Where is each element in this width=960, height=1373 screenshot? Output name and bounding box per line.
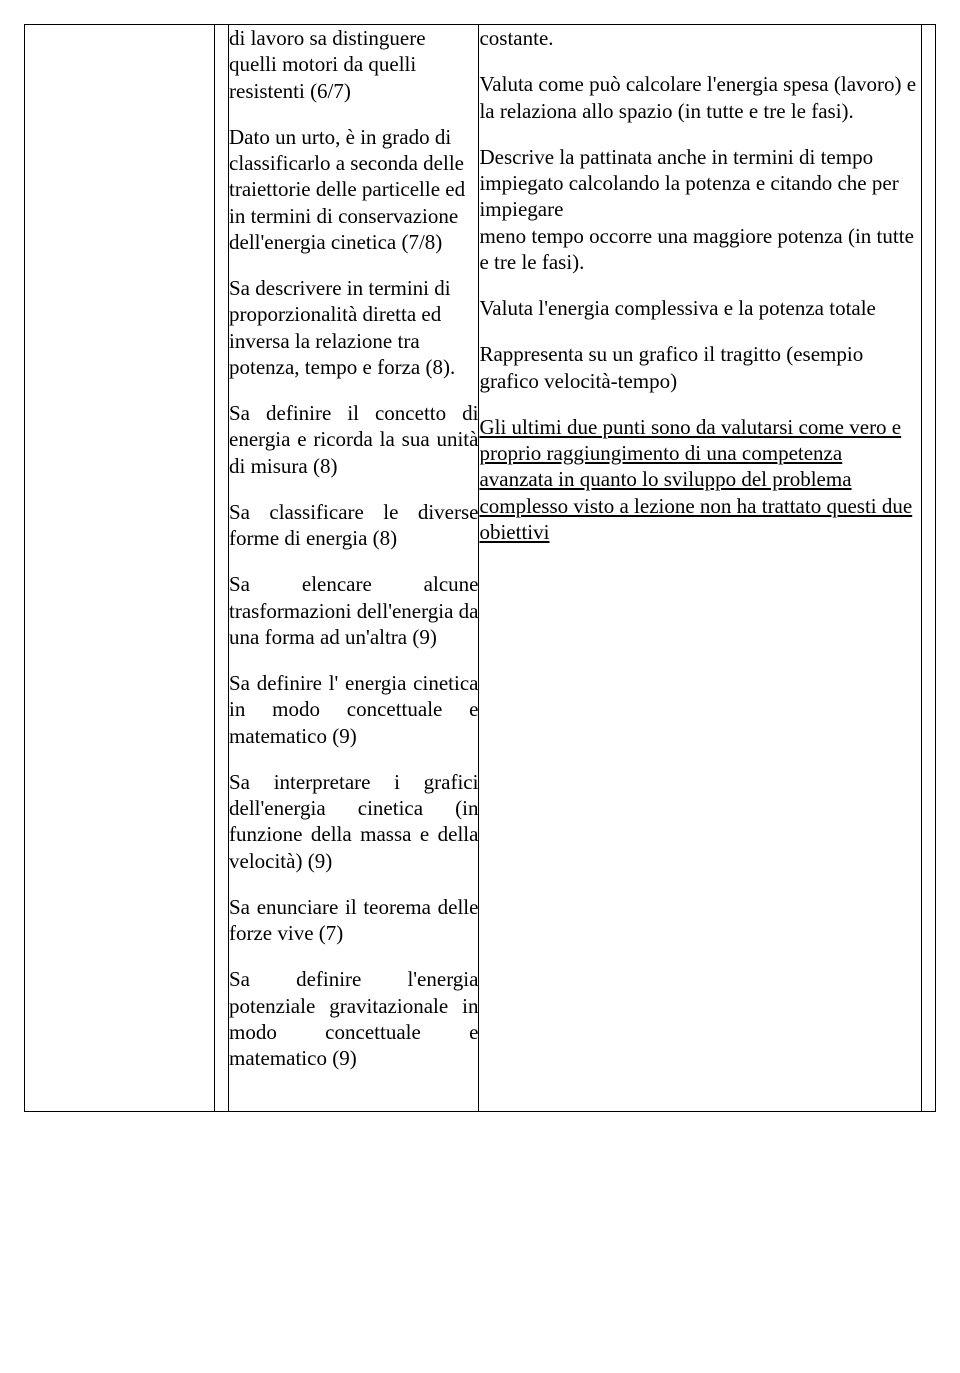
table-col-1 [25,25,215,1112]
outcome-text: Sa definire il concetto di energia e ric… [229,400,478,479]
table-col-learning-outcomes: di lavoro sa distinguere quelli motori d… [229,25,479,1112]
description-text: costante. [479,25,920,51]
outcome-text: Sa classificare le diverse forme di ener… [229,499,478,552]
description-text: Valuta l'energia complessiva e la potenz… [479,295,920,321]
description-text: Descrive la pattinata anche in termini d… [479,144,920,275]
outcome-text: Sa enunciare il teorema delle forze vive… [229,894,478,947]
description-line: meno tempo occorre una maggiore potenza … [479,224,913,274]
table-col-spacer-left [214,25,228,1112]
description-text: Valuta come può calcolare l'energia spes… [479,71,920,124]
description-text: Rappresenta su un grafico il tragitto (e… [479,341,920,394]
outcome-text: di lavoro sa distinguere quelli motori d… [229,25,478,104]
outcome-text: Sa definire l' energia cinetica in modo … [229,670,478,749]
outcome-text: Sa interpretare i grafici dell'energia c… [229,769,478,874]
outcome-text: Sa definire l'energia potenziale gravita… [229,966,478,1071]
table-col-spacer-right [921,25,935,1112]
content-table: di lavoro sa distinguere quelli motori d… [24,24,936,1112]
outcome-text: Dato un urto, è in grado di classificarl… [229,124,478,255]
outcome-text: Sa elencare alcune trasformazioni dell'e… [229,571,478,650]
description-text-underlined: Gli ultimi due punti sono da valutarsi c… [479,414,920,545]
description-line: Descrive la pattinata anche in termini d… [479,145,898,222]
outcome-text: Sa descrivere in termini di proporzional… [229,275,478,380]
table-col-descriptions: costante. Valuta come può calcolare l'en… [479,25,921,1112]
